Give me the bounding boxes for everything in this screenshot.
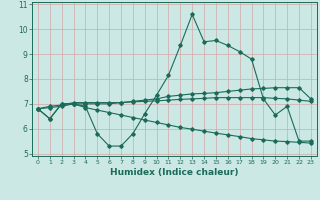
X-axis label: Humidex (Indice chaleur): Humidex (Indice chaleur) [110,168,239,177]
